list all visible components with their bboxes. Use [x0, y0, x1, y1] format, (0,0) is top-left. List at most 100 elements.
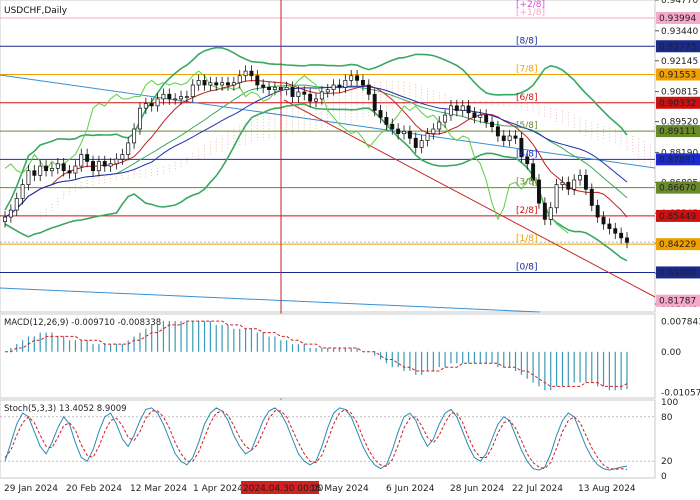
murray-level-label: [+2/8] — [516, 0, 545, 10]
candle-body — [495, 126, 500, 137]
price-tag — [656, 68, 700, 81]
macd-histogram — [10, 321, 628, 391]
bollinger-upper-band — [4, 46, 628, 211]
candle-body — [513, 135, 518, 139]
candle-body — [343, 80, 348, 88]
time-tick-label: 20 Feb 2024 — [66, 484, 122, 494]
candle-body — [583, 174, 588, 190]
candle-body — [302, 91, 307, 95]
candle-body — [531, 163, 536, 181]
candle-body — [261, 84, 266, 88]
candle-body — [402, 130, 406, 134]
candle-body — [619, 232, 624, 239]
candle-body — [501, 135, 506, 141]
candle-body — [114, 158, 119, 165]
price-tick-label: 0.89520 — [661, 118, 698, 128]
price-tick-label: 0.93440 — [661, 27, 698, 37]
price-tag — [656, 11, 700, 24]
stoch-tick-label: 80 — [661, 413, 673, 423]
candle-body — [308, 93, 313, 102]
candle-body — [413, 137, 418, 148]
candle-body — [32, 170, 37, 176]
candle-body — [296, 91, 301, 97]
candle-body — [337, 84, 342, 88]
stoch-axis: 100 80 20 0 — [661, 398, 678, 482]
macd-panel: MACD(12,26,9) -0.009710 -0.008338 0.0078… — [0, 313, 700, 399]
candle-body — [349, 75, 354, 81]
candle-body — [108, 163, 113, 167]
candle-body — [220, 82, 225, 86]
time-tick-label: 29 Jan 2024 — [4, 484, 58, 494]
price-tick-label: 0.90815 — [661, 88, 698, 98]
price-tag-label: 0.89111 — [659, 127, 696, 137]
candle-body — [231, 82, 236, 86]
candle-body — [443, 114, 448, 123]
candle-body — [184, 96, 189, 98]
candle-body — [161, 93, 166, 100]
stoch-tick-label: 20 — [661, 457, 673, 467]
candle-body — [137, 107, 142, 130]
candle-body — [560, 181, 565, 185]
candles — [3, 65, 629, 249]
time-tick-label: 22 Jul 2024 — [512, 484, 563, 494]
murray-level-label: [6/8] — [516, 93, 538, 103]
candle-body — [190, 84, 195, 97]
candle-body — [595, 205, 600, 218]
murray-level-label: [1/8] — [516, 234, 538, 244]
murray-level-label: [2/8] — [516, 206, 538, 216]
candle-body — [272, 86, 277, 90]
macd-tick-label: -0.010574 — [661, 388, 700, 398]
candle-body — [102, 161, 107, 167]
candle-body — [255, 75, 260, 86]
candle-body — [378, 110, 383, 118]
candle-body — [96, 161, 101, 172]
murray-level-label: [5/8] — [516, 121, 538, 131]
candle-body — [419, 140, 424, 148]
candle-body — [566, 181, 571, 190]
candle-body — [372, 93, 377, 111]
candle-body — [454, 105, 459, 111]
price-tick-label: 0.92145 — [661, 57, 698, 67]
candle-body — [290, 86, 295, 97]
stoch-tick-label: 100 — [661, 398, 678, 408]
price-tag — [656, 238, 700, 251]
time-tick-label: 12 Mar 2024 — [130, 484, 187, 494]
time-tick-label: 1 Apr 2024 — [193, 484, 243, 494]
price-tag — [656, 96, 700, 109]
candle-body — [91, 161, 95, 172]
candle-body — [525, 156, 530, 165]
candle-body — [314, 98, 318, 102]
price-tick-label: 0.94770 — [661, 0, 698, 6]
candle-body — [572, 179, 577, 190]
highlight-date-box — [241, 481, 319, 494]
candle-body — [431, 128, 436, 134]
candle-body — [325, 89, 330, 93]
candle-body — [472, 112, 477, 118]
candle-body — [425, 133, 430, 141]
murray-levels — [0, 17, 655, 273]
candle-body — [132, 128, 137, 144]
channel-bottom-line — [0, 287, 541, 313]
candle-body — [26, 170, 31, 185]
candle-body — [73, 165, 78, 174]
time-tick-label: 28 Jun 2024 — [450, 484, 504, 494]
candle-body — [478, 114, 483, 118]
candle-body — [202, 80, 207, 86]
candle-body — [143, 103, 148, 109]
candle-body — [331, 84, 336, 90]
price-tags: 0.93994 0.92773 0.91553 0.90332 0.89111 0.878… — [0, 11, 700, 307]
candle-body — [284, 86, 289, 90]
candle-body — [155, 98, 160, 107]
candle-body — [613, 228, 618, 234]
price-tag-label: 0.85449 — [659, 212, 696, 222]
candle-body — [120, 154, 125, 160]
price-tag — [656, 294, 700, 307]
candle-body — [578, 174, 583, 181]
stoch-label: Stoch(5,3,3) 13.4052 8.9009 — [4, 404, 127, 414]
bollinger-lower-band — [4, 103, 628, 262]
candle-body — [55, 163, 60, 169]
candle-body — [384, 117, 389, 125]
candle-body — [466, 105, 471, 114]
candle-body — [460, 105, 465, 111]
price-tag — [656, 181, 700, 194]
